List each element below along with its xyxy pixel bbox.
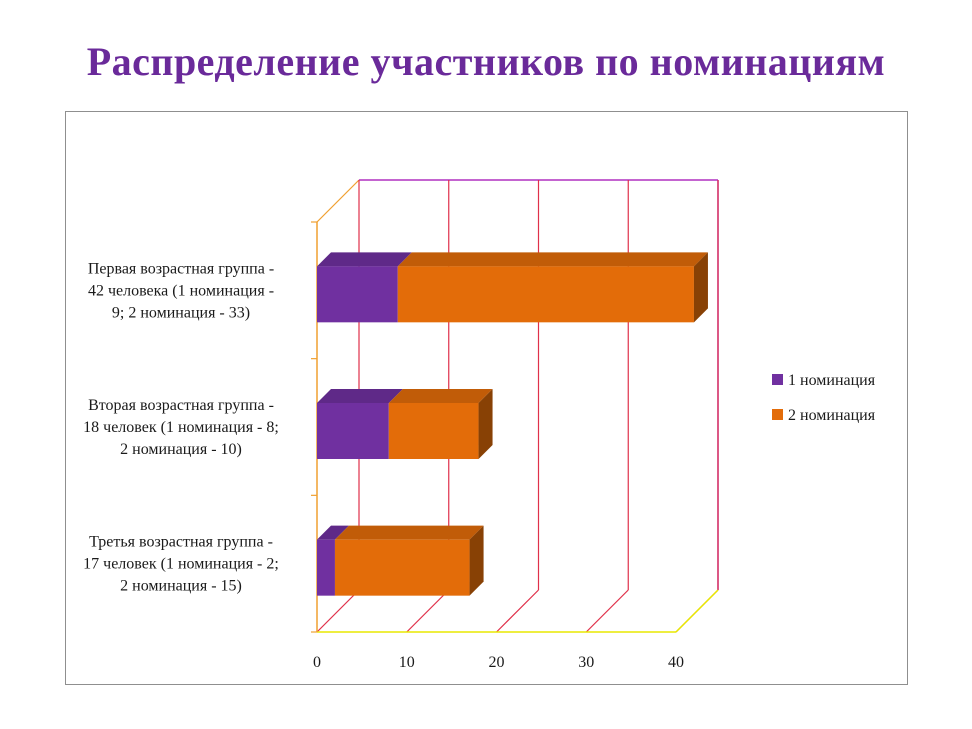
legend-swatch [772, 409, 783, 420]
bar-chart: Первая возрастная группа - 42 человека (1… [83, 179, 876, 671]
bar-segment [397, 266, 694, 323]
category-label: Третья возрастная группа - 17 человек (1 … [83, 534, 279, 595]
bar-segment [388, 403, 479, 459]
category-label: Первая возрастная группа - 42 человека (1… [88, 260, 274, 321]
side-wall-top-edge [316, 179, 360, 223]
floor-gridline [316, 589, 360, 633]
x-tick-label: 10 [399, 654, 415, 671]
bar-side-face [693, 252, 708, 323]
category-label-line: 17 человек (1 номинация - 2; [83, 556, 279, 573]
floor-right-edge [675, 589, 719, 633]
floor-gridline [406, 589, 450, 633]
bar-segment [317, 266, 398, 323]
legend-label: 2 номинация [788, 407, 876, 424]
bar-side-face [469, 525, 484, 596]
category-label-line: Вторая возрастная группа - [88, 397, 274, 414]
floor-gridline [585, 589, 629, 633]
category-label-line: 18 человек (1 номинация - 8; [83, 419, 279, 436]
bar-segment-top [317, 389, 403, 403]
slide-title: Распределение участников по номинациям [86, 39, 886, 84]
category-label-line: Первая возрастная группа - [88, 260, 274, 277]
bar-segment-top [317, 525, 349, 540]
category-label-line: 2 номинация - 15) [120, 578, 242, 595]
x-tick-label: 40 [668, 654, 684, 671]
bar-segment [334, 539, 470, 596]
legend-swatch [772, 374, 783, 385]
category-label-line: 9; 2 номинация - 33) [112, 304, 250, 321]
category-label: Вторая возрастная группа - 18 человек (1 … [83, 397, 279, 458]
bar-segment-top [334, 525, 484, 540]
legend-label: 1 номинация [788, 372, 876, 389]
chart-frame: Первая возрастная группа - 42 человека (1… [65, 111, 908, 685]
category-label-line: 42 человека (1 номинация - [88, 282, 274, 299]
bar-segment-top [388, 389, 493, 403]
x-tick-label: 30 [578, 654, 594, 671]
x-tick-label: 0 [313, 654, 321, 671]
bar-segment [317, 403, 389, 459]
bar-segment-top [397, 252, 708, 267]
bar-segment-top [317, 252, 412, 267]
bar-segment [317, 539, 335, 596]
x-tick-label: 20 [489, 654, 505, 671]
bar-side-face [478, 389, 493, 459]
category-label-line: 2 номинация - 10) [120, 441, 242, 458]
floor-gridline [496, 589, 539, 633]
category-label-line: Третья возрастная группа - [89, 534, 273, 551]
